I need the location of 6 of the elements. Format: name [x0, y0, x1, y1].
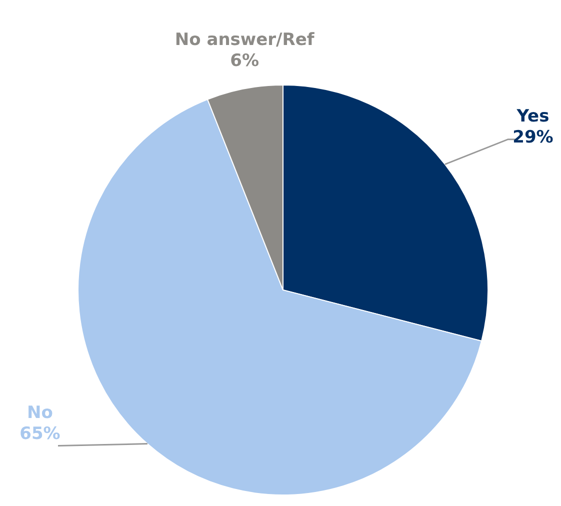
- slice-label: No: [27, 402, 53, 423]
- slice-label: No answer/Ref: [174, 30, 315, 50]
- data-label: 6%: [230, 51, 260, 71]
- slice-label: Yes: [516, 106, 550, 126]
- data-label: 29%: [512, 127, 554, 148]
- data-label: 65%: [20, 424, 60, 444]
